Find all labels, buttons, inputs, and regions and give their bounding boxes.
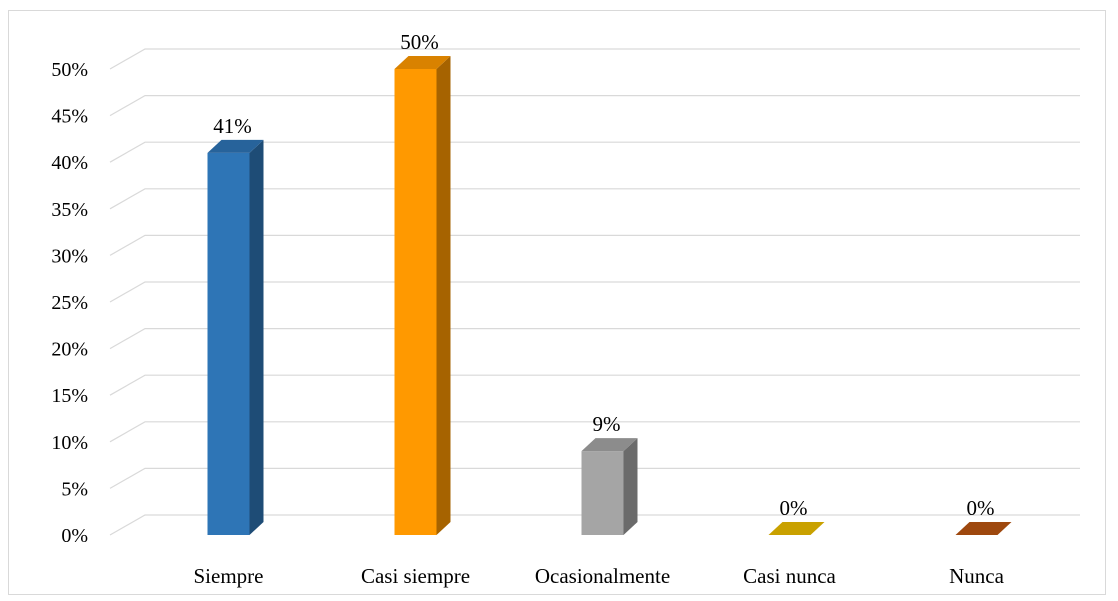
x-category-label: Nunca bbox=[949, 564, 1004, 588]
y-tick-label: 35% bbox=[51, 199, 88, 221]
gridline bbox=[109, 328, 1080, 350]
gridline bbox=[109, 467, 1080, 489]
x-category-label: Ocasionalmente bbox=[535, 564, 670, 588]
bars bbox=[207, 56, 1012, 535]
gridline bbox=[109, 188, 1080, 210]
x-category-label: Siempre bbox=[194, 564, 264, 588]
data-label: 50% bbox=[400, 30, 439, 54]
y-tick-label: 50% bbox=[51, 59, 88, 81]
bar-casi-nunca bbox=[768, 522, 825, 535]
y-tick-label: 45% bbox=[51, 106, 88, 128]
data-label: 9% bbox=[593, 412, 621, 436]
bar-nunca bbox=[955, 522, 1012, 535]
bar-ocasionalmente bbox=[581, 438, 638, 535]
x-category-label: Casi nunca bbox=[743, 564, 836, 588]
y-tick-label: 10% bbox=[51, 432, 88, 454]
gridline bbox=[109, 48, 1080, 70]
x-category-label: Casi siempre bbox=[361, 564, 470, 588]
x-axis-category-labels: Siempre Casi siempre Ocasionalmente Casi nu… bbox=[194, 564, 1005, 588]
gridline bbox=[109, 141, 1080, 163]
gridline bbox=[109, 374, 1080, 396]
bar-casi-siempre bbox=[394, 56, 451, 535]
gridline bbox=[109, 234, 1080, 256]
y-tick-label: 25% bbox=[51, 292, 88, 314]
data-label: 0% bbox=[780, 496, 808, 520]
gridlines bbox=[109, 48, 1080, 536]
gridline bbox=[109, 95, 1080, 117]
bar-siempre bbox=[207, 139, 264, 535]
gridline bbox=[109, 281, 1080, 303]
y-tick-label: 20% bbox=[51, 339, 88, 361]
gridline bbox=[109, 421, 1080, 443]
data-labels: 41% 50% 9% 0% 0% bbox=[213, 30, 994, 520]
data-label: 41% bbox=[213, 114, 252, 138]
y-tick-label: 0% bbox=[61, 525, 88, 547]
y-axis-tick-labels: 0% 5% 10% 15% 20% 25% 30% 35% 40% 45% 50% bbox=[51, 59, 88, 547]
y-tick-label: 40% bbox=[51, 152, 88, 174]
chart-frame bbox=[8, 10, 1106, 595]
y-tick-label: 5% bbox=[61, 478, 88, 500]
data-label: 0% bbox=[967, 496, 995, 520]
y-tick-label: 15% bbox=[51, 385, 88, 407]
gridline bbox=[109, 514, 1080, 536]
y-tick-label: 30% bbox=[51, 245, 88, 267]
